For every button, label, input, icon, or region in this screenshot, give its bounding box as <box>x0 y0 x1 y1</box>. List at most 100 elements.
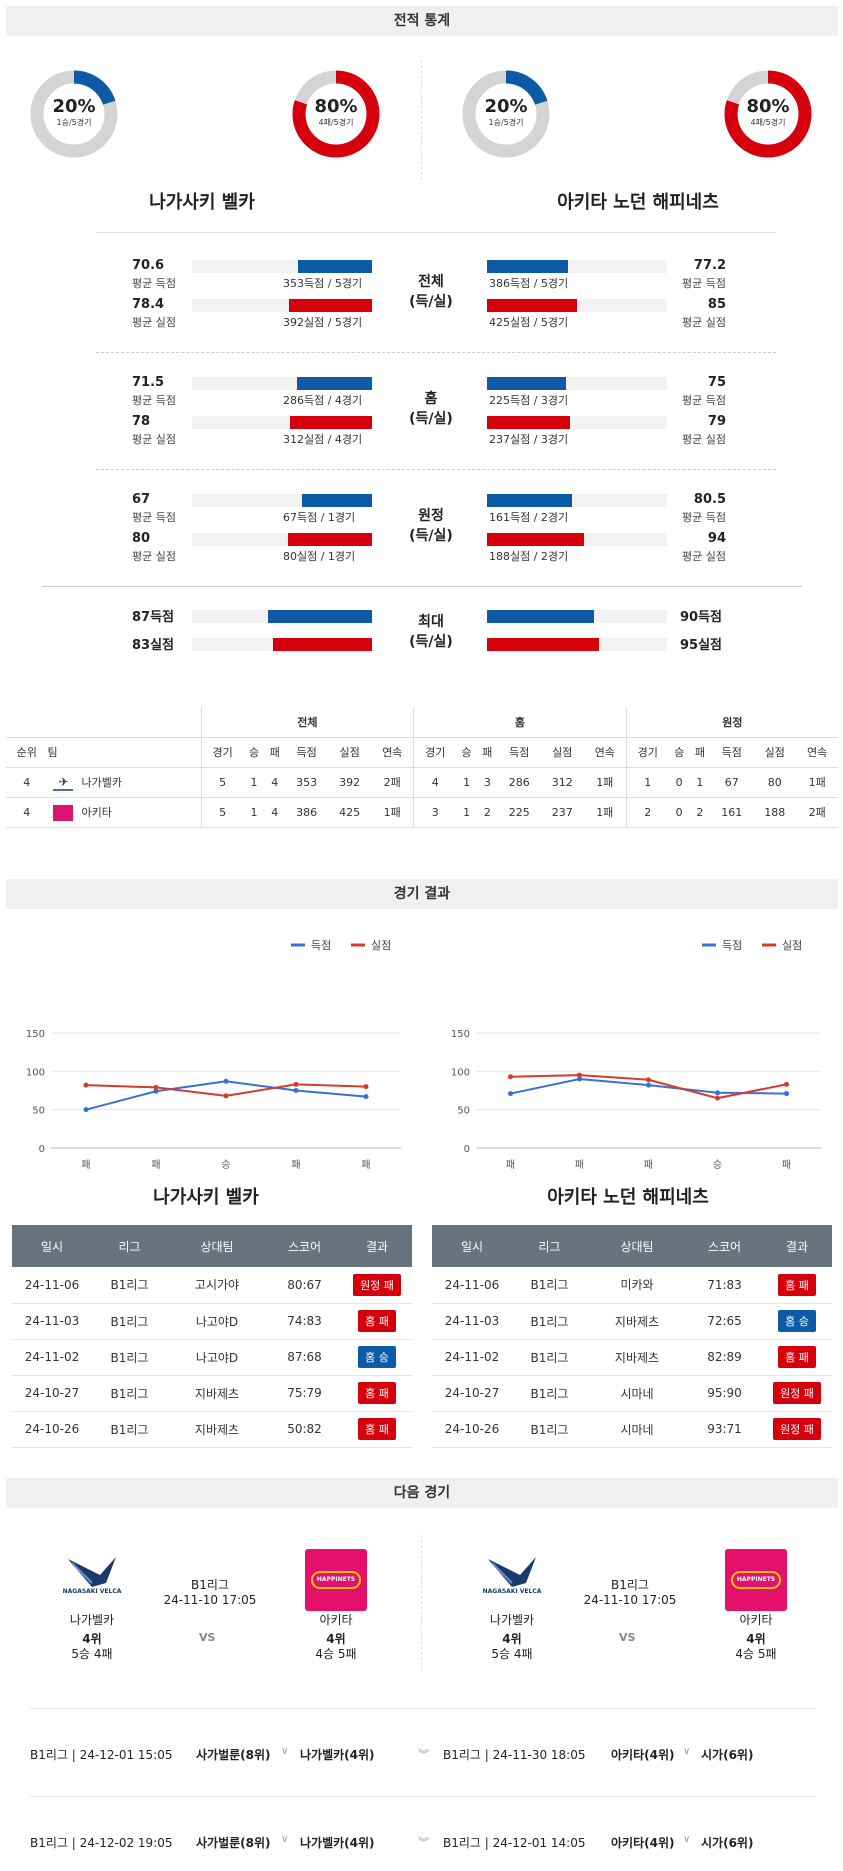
column-header: 상대팀 <box>167 1225 267 1267</box>
table-cell: 392 <box>328 767 372 798</box>
win-rate-donut <box>462 70 550 158</box>
data-point <box>577 1072 582 1078</box>
win-rate-donut <box>724 70 812 158</box>
fixture-away-team: 나가벨카(4위) <box>300 1836 375 1850</box>
divider <box>96 232 776 233</box>
table-cell: 지바제츠 <box>587 1303 687 1340</box>
donut-fill <box>724 70 812 158</box>
column-header: 리그 <box>92 1225 167 1267</box>
group-name: 원정 <box>418 508 444 524</box>
right-max-lost: 95실점 <box>680 638 723 653</box>
right-max-lost-bar <box>487 638 599 651</box>
left-lost-bar <box>290 416 372 429</box>
column-header: 경기 <box>201 737 244 768</box>
away-team-name: 아키타 <box>739 1613 773 1627</box>
vs-label: VS <box>199 1631 216 1644</box>
fixture-info: B1리그 | 24-12-02 19:05 <box>30 1836 173 1850</box>
table-cell: 미카와 <box>587 1267 687 1304</box>
velca-logo-text: NAGASAKI VELCA <box>482 1588 542 1595</box>
table-cell: 1패 <box>796 767 838 798</box>
donut-fill <box>462 70 550 158</box>
left-avg-score-value: 70.6 <box>132 258 165 273</box>
table-cell: 80 <box>753 767 797 798</box>
results-section-header: 경기 결과 <box>6 879 838 909</box>
table-cell: 4 <box>264 767 286 798</box>
table-cell: 425 <box>328 797 372 828</box>
table-cell: B1리그 <box>92 1411 167 1448</box>
table-cell: 5 <box>201 767 244 798</box>
table-cell: 353 <box>285 767 329 798</box>
table-cell: 1패 <box>371 797 415 828</box>
left-results-table: 일시 리그 상대팀 스코어 결과 24-11-06 B1리그 고시가야 80:67 원정 패 24… <box>12 1225 412 1448</box>
max-label: 최대 (득/실) <box>409 614 453 650</box>
table-cell: B1리그 <box>92 1303 167 1340</box>
column-header: 득점 <box>710 737 754 768</box>
legend-label: 득점 <box>722 939 742 952</box>
table-cell: 홈 패 <box>342 1375 412 1412</box>
right-score-bar <box>487 377 566 390</box>
data-point <box>715 1090 720 1096</box>
win-rate-donut <box>292 70 380 158</box>
table-cell: ✈ 나가벨카 <box>47 767 202 798</box>
left-avg-score-label: 평균 득점 <box>132 277 176 290</box>
standings-table: 전체 홈 원정 순위 팀 경기 승 패 득점 실점 연속 경기 승 패 득점 실점 연속 경기 승 패 득점 실점 연… <box>6 707 838 828</box>
y-tick-label: 50 <box>457 1106 470 1117</box>
column-header: 승 <box>668 737 690 768</box>
table-cell: 95:90 <box>687 1375 762 1412</box>
result-row: 24-11-06 B1리그 미카와 71:83 홈 패 <box>432 1267 832 1304</box>
left-avg-score-value: 71.5 <box>132 375 165 390</box>
table-cell: 원정 패 <box>762 1411 832 1448</box>
table-cell: B1리그 <box>92 1267 167 1304</box>
table-cell: 홈 패 <box>342 1303 412 1340</box>
left-avg-score-label: 평균 득점 <box>132 394 176 407</box>
table-cell: 4 <box>264 797 286 828</box>
table-cell: 지바제츠 <box>167 1411 267 1448</box>
table-cell: B1리그 <box>512 1267 587 1304</box>
result-row: 24-11-02 B1리그 지바제츠 82:89 홈 패 <box>432 1339 832 1376</box>
home-team-name: 나가벨카 <box>489 1613 535 1627</box>
table-cell: 홈 승 <box>762 1303 832 1340</box>
data-point <box>577 1076 582 1082</box>
y-tick-label: 100 <box>451 1067 470 1078</box>
divider <box>30 1796 815 1797</box>
table-row: 4 ✈ 나가벨카 5 1 4 353 392 2패 4 1 3 286 312 1패 1 0 1 67 80 1패 <box>6 767 838 798</box>
right-avg-score-value: 80.5 <box>693 492 726 507</box>
table-cell: 80:67 <box>267 1267 342 1304</box>
table-cell: 원정 패 <box>762 1375 832 1412</box>
left-lost-caption: 312실점 / 4경기 <box>283 433 363 446</box>
table-cell: 1 <box>689 767 711 798</box>
right-avg-lost-value: 79 <box>707 414 726 429</box>
right-results-chart: 득점 실점 0 50 100 150 패 패 패 승 패 <box>451 939 821 1170</box>
right-avg-lost-label: 평균 실점 <box>682 550 726 563</box>
column-header: 승 <box>243 737 265 768</box>
fixture-home-team: 사가벌룬(8위) <box>196 1836 271 1850</box>
result-badge: 원정 패 <box>353 1273 401 1296</box>
result-row: 24-11-03 B1리그 지바제츠 72:65 홈 승 <box>432 1303 832 1340</box>
left-avg-lost-label: 평균 실점 <box>132 550 176 563</box>
donut-label: 80% 4패/5경기 <box>290 68 382 128</box>
next-league: B1리그 <box>611 1578 649 1592</box>
table-cell: 3 <box>413 797 457 828</box>
table-cell: 24-11-02 <box>12 1339 92 1376</box>
table-cell: 1 <box>626 767 669 798</box>
home-team-rank: 4위 <box>502 1632 522 1646</box>
right-score-caption: 161득점 / 2경기 <box>489 511 569 524</box>
data-point <box>508 1074 513 1080</box>
x-tick-label: 패 <box>506 1159 515 1170</box>
left-avg-lost-value: 80 <box>132 531 151 546</box>
column-header: 상대팀 <box>587 1225 687 1267</box>
x-tick-label: 승 <box>221 1159 230 1170</box>
y-tick-label: 0 <box>39 1144 45 1155</box>
data-point <box>363 1084 369 1090</box>
data-point <box>223 1093 229 1099</box>
table-cell: 홈 패 <box>762 1339 832 1376</box>
right-lost-bar <box>487 533 584 546</box>
data-point <box>646 1082 651 1088</box>
table-cell: 24-11-06 <box>432 1267 512 1304</box>
chevron-down-icon: ∨ <box>683 1834 691 1845</box>
column-header: 팀 <box>47 737 202 768</box>
table-cell: 지바제츠 <box>167 1375 267 1412</box>
left-max-lost-bar <box>273 638 372 651</box>
left-score-caption: 353득점 / 5경기 <box>283 277 363 290</box>
happinets-logo-text: HAPPINETS <box>311 1571 361 1589</box>
